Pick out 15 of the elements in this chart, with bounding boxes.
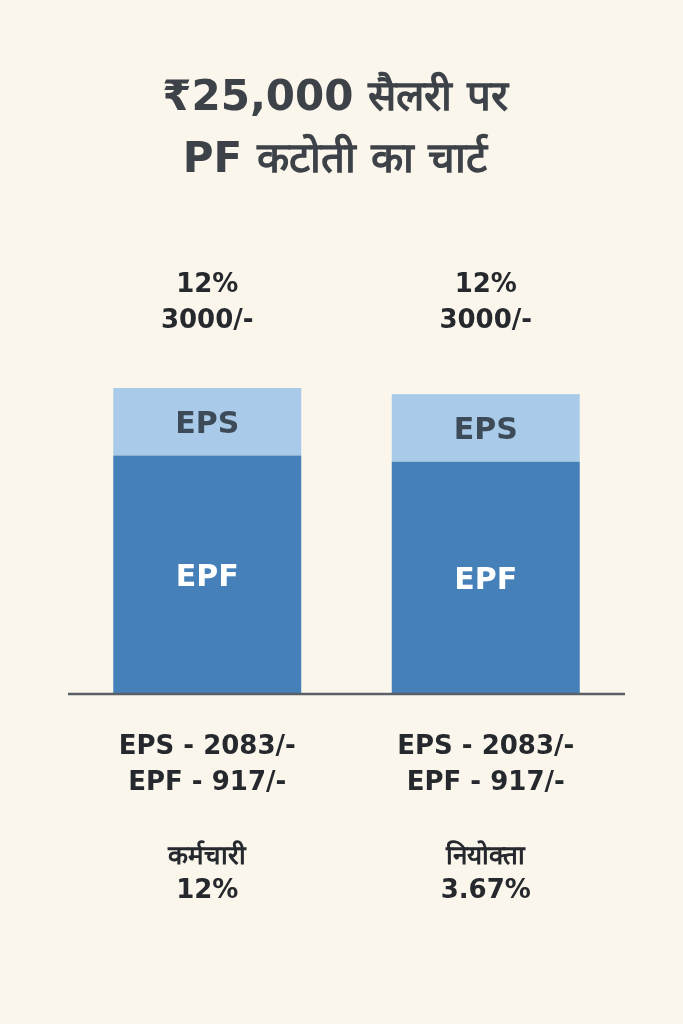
series-label: EPF — [175, 557, 239, 593]
text: EPF — [454, 560, 518, 596]
series-label: EPS — [175, 404, 240, 440]
x-tick-label: नियोक्ता 3.67% — [440, 840, 531, 904]
text: EPS - 2083/- EPF - 917/- — [397, 730, 575, 796]
total-label: 12% 3000/- — [439, 268, 533, 334]
bar — [391, 394, 580, 462]
bar — [113, 388, 302, 456]
bar — [113, 455, 302, 694]
bar — [391, 461, 580, 694]
text: EPS — [453, 410, 518, 446]
x-tick-label: कर्मचारी 12% — [167, 840, 248, 904]
chart-title: ₹25,000 सैलरी पर PF कटोती का चार्ट — [162, 71, 510, 182]
text: EPS - 2083/- EPF - 917/- — [118, 730, 296, 796]
total-label: 12% 3000/- — [160, 268, 254, 334]
